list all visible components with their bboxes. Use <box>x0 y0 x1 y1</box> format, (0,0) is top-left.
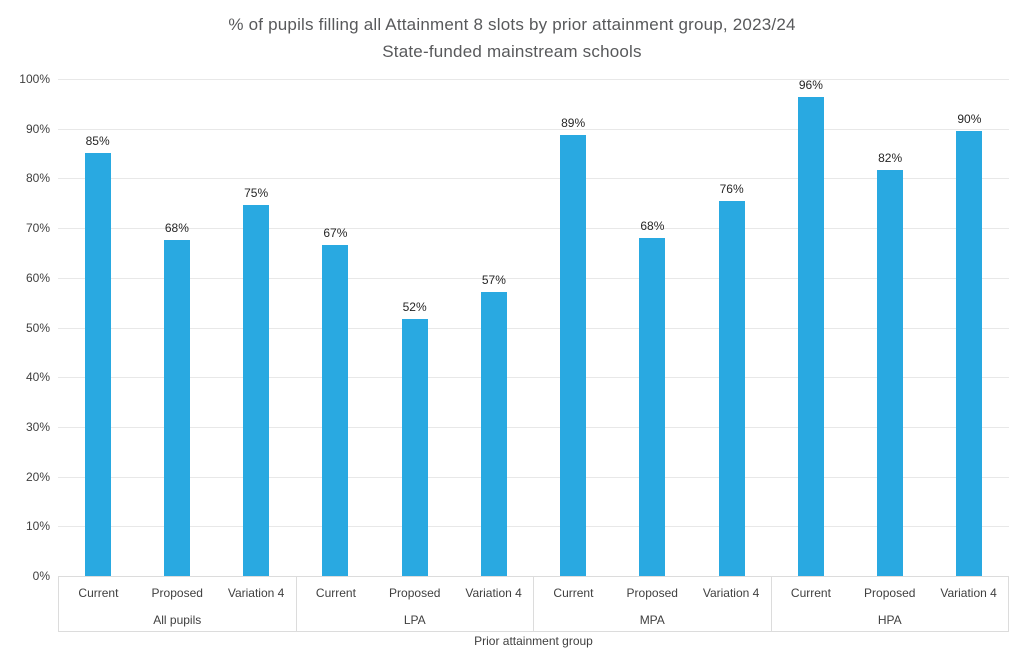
x-tick-label: Variation 4 <box>465 586 522 600</box>
gridline <box>58 228 1009 230</box>
bar-value-label: 82% <box>878 151 903 166</box>
bar-slot: 82% <box>851 79 930 576</box>
gridline <box>58 178 1009 180</box>
x-group-label: MPA <box>639 613 665 627</box>
gridline <box>58 277 1009 279</box>
bar-value-label: 85% <box>85 133 110 148</box>
x-tick-label: Proposed <box>864 586 916 600</box>
bar-slot: 75% <box>217 79 296 576</box>
x-tick-label: Proposed <box>389 586 441 600</box>
y-tick-label: 70% <box>25 221 50 236</box>
bar <box>560 134 587 576</box>
y-axis-tick-labels: 0% 10% 20% 30% 40% 50% 60% 70% 80% 90% 100% <box>0 72 50 583</box>
bar-slot: 90% <box>930 79 1009 576</box>
bar <box>480 292 507 576</box>
x-axis-group: Current Proposed Variation 4 All pupils <box>59 577 297 631</box>
plot-area: 85% 68% 75% 67% 52% 57% 89% 68% 76% 96% 82% 90% <box>58 78 1009 576</box>
y-tick-label: 50% <box>25 320 50 335</box>
bar-value-label: 89% <box>561 115 586 130</box>
x-tick-label: Proposed <box>151 586 203 600</box>
bar <box>718 200 745 576</box>
bar <box>401 318 428 576</box>
bar-slot: 68% <box>613 79 692 576</box>
y-tick-label: 40% <box>25 370 50 385</box>
chart-title: % of pupils filling all Attainment 8 slo… <box>0 11 1024 65</box>
x-group-label: LPA <box>403 613 426 627</box>
bar <box>84 152 111 576</box>
bar-group: 85% 68% 75% <box>58 79 296 576</box>
bar <box>322 245 349 576</box>
bar-slot: 68% <box>137 79 216 576</box>
bar-value-label: 75% <box>244 185 269 200</box>
bar-group: 89% 68% 76% <box>534 79 772 576</box>
bar-value-label: 52% <box>402 299 427 314</box>
x-tick-label: Current <box>790 586 831 600</box>
gridline <box>58 476 1009 478</box>
gridline <box>58 426 1009 428</box>
x-tick-label: Current <box>553 586 594 600</box>
y-tick-label: 0% <box>32 569 50 583</box>
bar <box>243 204 270 576</box>
y-tick-label: 10% <box>25 519 50 534</box>
bars-area: 85% 68% 75% 67% 52% 57% 89% 68% 76% 96% 82% 90% <box>58 78 1009 576</box>
x-axis-group: Current Proposed Variation 4 MPA <box>534 577 772 631</box>
gridline <box>58 377 1009 379</box>
bar <box>639 237 666 576</box>
x-tick-label: Variation 4 <box>940 586 997 600</box>
y-tick-label: 20% <box>25 469 50 484</box>
bar <box>956 130 983 576</box>
y-tick-label: 80% <box>25 171 50 186</box>
y-tick-label: 100% <box>19 72 50 86</box>
x-axis-title: Prior attainment group <box>474 634 593 648</box>
x-axis-label-box: Current Proposed Variation 4 All pupils Curr… <box>58 576 1009 632</box>
bar-slot: 89% <box>534 79 613 576</box>
bar-value-label: 76% <box>719 181 744 196</box>
x-tick-label: Current <box>78 586 119 600</box>
chart-title-line1: % of pupils filling all Attainment 8 slo… <box>228 15 796 34</box>
bar-slot: 76% <box>692 79 771 576</box>
bar-slot: 67% <box>296 79 375 576</box>
chart-title-line2: State-funded mainstream schools <box>382 42 642 61</box>
x-tick-label: Variation 4 <box>702 586 760 600</box>
bar <box>163 240 190 576</box>
x-axis-group: Current Proposed Variation 4 HPA <box>772 577 1009 631</box>
bar-slot: 85% <box>58 79 137 576</box>
bar-group: 96% 82% 90% <box>771 78 1009 576</box>
x-tick-label: Current <box>315 586 356 600</box>
y-tick-label: 30% <box>25 419 50 434</box>
gridline <box>58 79 1009 80</box>
bar-value-label: 68% <box>640 218 665 233</box>
gridline <box>58 526 1009 528</box>
bar-value-label: 67% <box>323 226 348 240</box>
bar-value-label: 57% <box>481 273 506 288</box>
gridline <box>58 327 1009 329</box>
bar-value-label: 68% <box>164 221 189 236</box>
bar-value-label: 90% <box>957 111 982 126</box>
y-tick-label: 60% <box>25 270 50 285</box>
x-group-label: HPA <box>877 613 902 627</box>
x-tick-label: Variation 4 <box>227 586 285 600</box>
bar-slot: 52% <box>375 79 454 576</box>
x-tick-label: Proposed <box>626 586 678 600</box>
bar-group: 67% 52% 57% <box>296 79 534 576</box>
bar <box>877 170 904 576</box>
gridline <box>58 128 1009 130</box>
x-group-label: All pupils <box>153 613 202 627</box>
bar-slot: 96% <box>771 78 850 576</box>
y-tick-label: 90% <box>25 121 50 136</box>
x-axis-group: Current Proposed Variation 4 LPA <box>297 577 534 631</box>
gridlines <box>58 79 1009 576</box>
bar-slot: 57% <box>454 79 533 576</box>
bar-value-label: 96% <box>798 78 823 93</box>
bar <box>797 97 824 576</box>
